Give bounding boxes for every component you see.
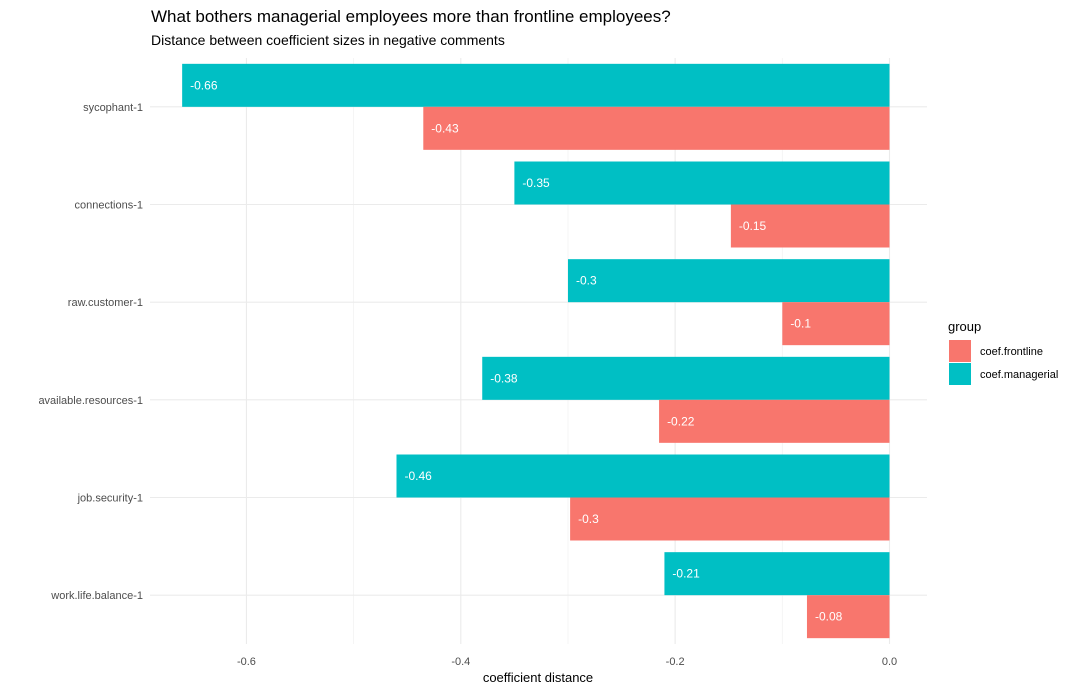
bar-value-label: -0.1 xyxy=(790,317,811,331)
bar-coef-frontline xyxy=(570,497,890,541)
y-tick-label: job.security-1 xyxy=(77,493,143,505)
bar-coef-frontline xyxy=(659,399,890,443)
chart-subtitle: Distance between coefficient sizes in ne… xyxy=(151,32,505,48)
legend-title: group xyxy=(948,319,981,334)
bar-coef-frontline xyxy=(806,595,890,639)
bar-value-label: -0.35 xyxy=(522,176,550,190)
y-tick-label: available.resources-1 xyxy=(38,395,143,407)
bar-value-label: -0.43 xyxy=(431,121,459,135)
x-axis-title: coefficient distance xyxy=(483,670,593,685)
bar-coef-managerial xyxy=(567,259,890,303)
bar-value-label: -0.21 xyxy=(672,567,700,581)
y-tick-label: work.life.balance-1 xyxy=(50,590,143,602)
bar-labels-layer: -0.66 -0.43 -0.35 -0.15 -0.3 -0.1 -0.38 -0.22 -0… xyxy=(190,78,842,623)
minor-gridlines xyxy=(353,58,783,644)
legend-entry-label: coef.managerial xyxy=(980,369,1058,381)
legend: group coef.frontline coef.managerial xyxy=(948,319,1058,385)
bar-coef-frontline xyxy=(782,302,890,346)
y-tick-label: raw.customer-1 xyxy=(68,297,143,309)
bar-value-label: -0.08 xyxy=(815,610,843,624)
bars-layer xyxy=(182,63,890,639)
legend-entry-label: coef.frontline xyxy=(980,346,1043,358)
x-tick-label: -0.2 xyxy=(666,656,685,668)
x-tick-label: 0.0 xyxy=(882,656,897,668)
bar-coef-frontline xyxy=(730,204,890,248)
bar-coef-managerial xyxy=(482,356,890,400)
bar-coef-managerial xyxy=(514,161,890,205)
y-tick-label: connections-1 xyxy=(75,200,144,212)
legend-swatch xyxy=(949,363,971,385)
bar-coef-managerial xyxy=(664,552,890,596)
chart-title: What bothers managerial employees more t… xyxy=(151,7,671,26)
bar-coef-managerial xyxy=(396,454,890,498)
bar-value-label: -0.38 xyxy=(490,371,518,385)
x-axis-tick-labels: -0.6 -0.4 -0.2 0.0 xyxy=(237,656,897,668)
bar-value-label: -0.66 xyxy=(190,78,218,92)
bar-value-label: -0.15 xyxy=(739,219,767,233)
bar-value-label: -0.46 xyxy=(404,469,432,483)
legend-swatch xyxy=(949,340,971,362)
y-axis-tick-labels: sycophant-1 connections-1 raw.customer-1 av… xyxy=(38,102,143,602)
bar-value-label: -0.22 xyxy=(667,414,695,428)
bar-coef-frontline xyxy=(423,106,890,150)
bar-value-label: -0.3 xyxy=(578,512,599,526)
bar-coef-managerial xyxy=(182,63,890,107)
x-tick-label: -0.4 xyxy=(451,656,470,668)
y-tick-label: sycophant-1 xyxy=(83,102,143,114)
x-tick-label: -0.6 xyxy=(237,656,256,668)
bar-value-label: -0.3 xyxy=(576,274,597,288)
